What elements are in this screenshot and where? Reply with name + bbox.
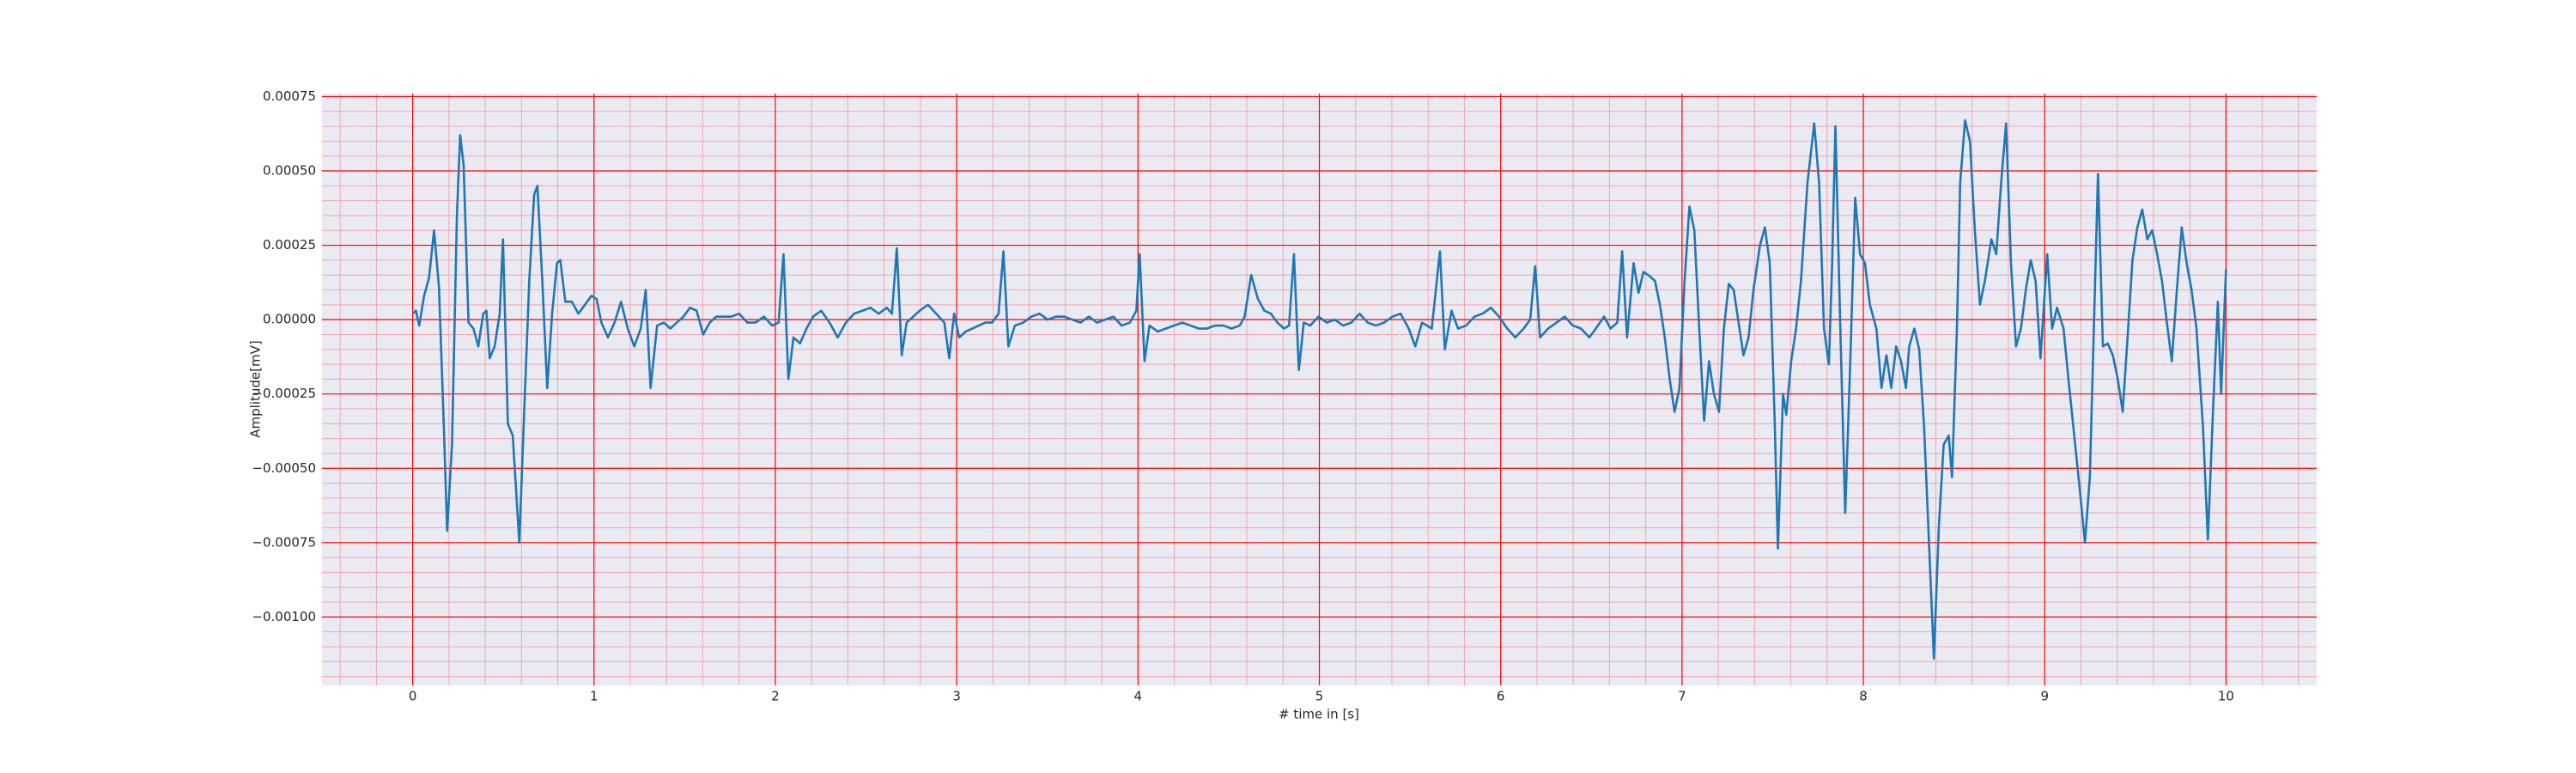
y-tick-label: 0.00025 (263, 237, 316, 253)
data-line (411, 119, 2227, 660)
x-tick-label: 5 (1315, 689, 1324, 704)
x-tick-label: 6 (1497, 689, 1505, 704)
x-tick-label: 4 (1134, 689, 1143, 704)
x-tick-label: 8 (1859, 689, 1868, 704)
y-axis-label: Amplitude[mV] (248, 340, 264, 437)
y-tick-label: −0.00050 (252, 460, 316, 476)
x-tick-label: 7 (1678, 689, 1686, 704)
y-tick-label: 0.00050 (263, 163, 316, 179)
axis-labels: 0 1 2 3 4 5 6 7 8 9 10 0.00075 0.00050 0.00025 0.00000… (252, 88, 2234, 704)
y-tick-label: 0.00000 (263, 312, 316, 327)
x-tick-label: 0 (409, 689, 417, 704)
y-tick-label: −0.00075 (252, 534, 316, 550)
y-tick-label: 0.00075 (263, 88, 316, 104)
plot (411, 119, 2227, 660)
x-tick-label: 10 (2218, 689, 2234, 704)
x-tick-label: 2 (771, 689, 780, 704)
x-tick-label: 9 (2040, 689, 2049, 704)
x-tick-label: 3 (952, 689, 961, 704)
x-axis-label: # time in [s] (1279, 707, 1359, 722)
x-tick-label: 1 (590, 689, 598, 704)
y-tick-label: −0.00025 (252, 386, 316, 401)
y-tick-label: −0.00100 (252, 609, 316, 624)
